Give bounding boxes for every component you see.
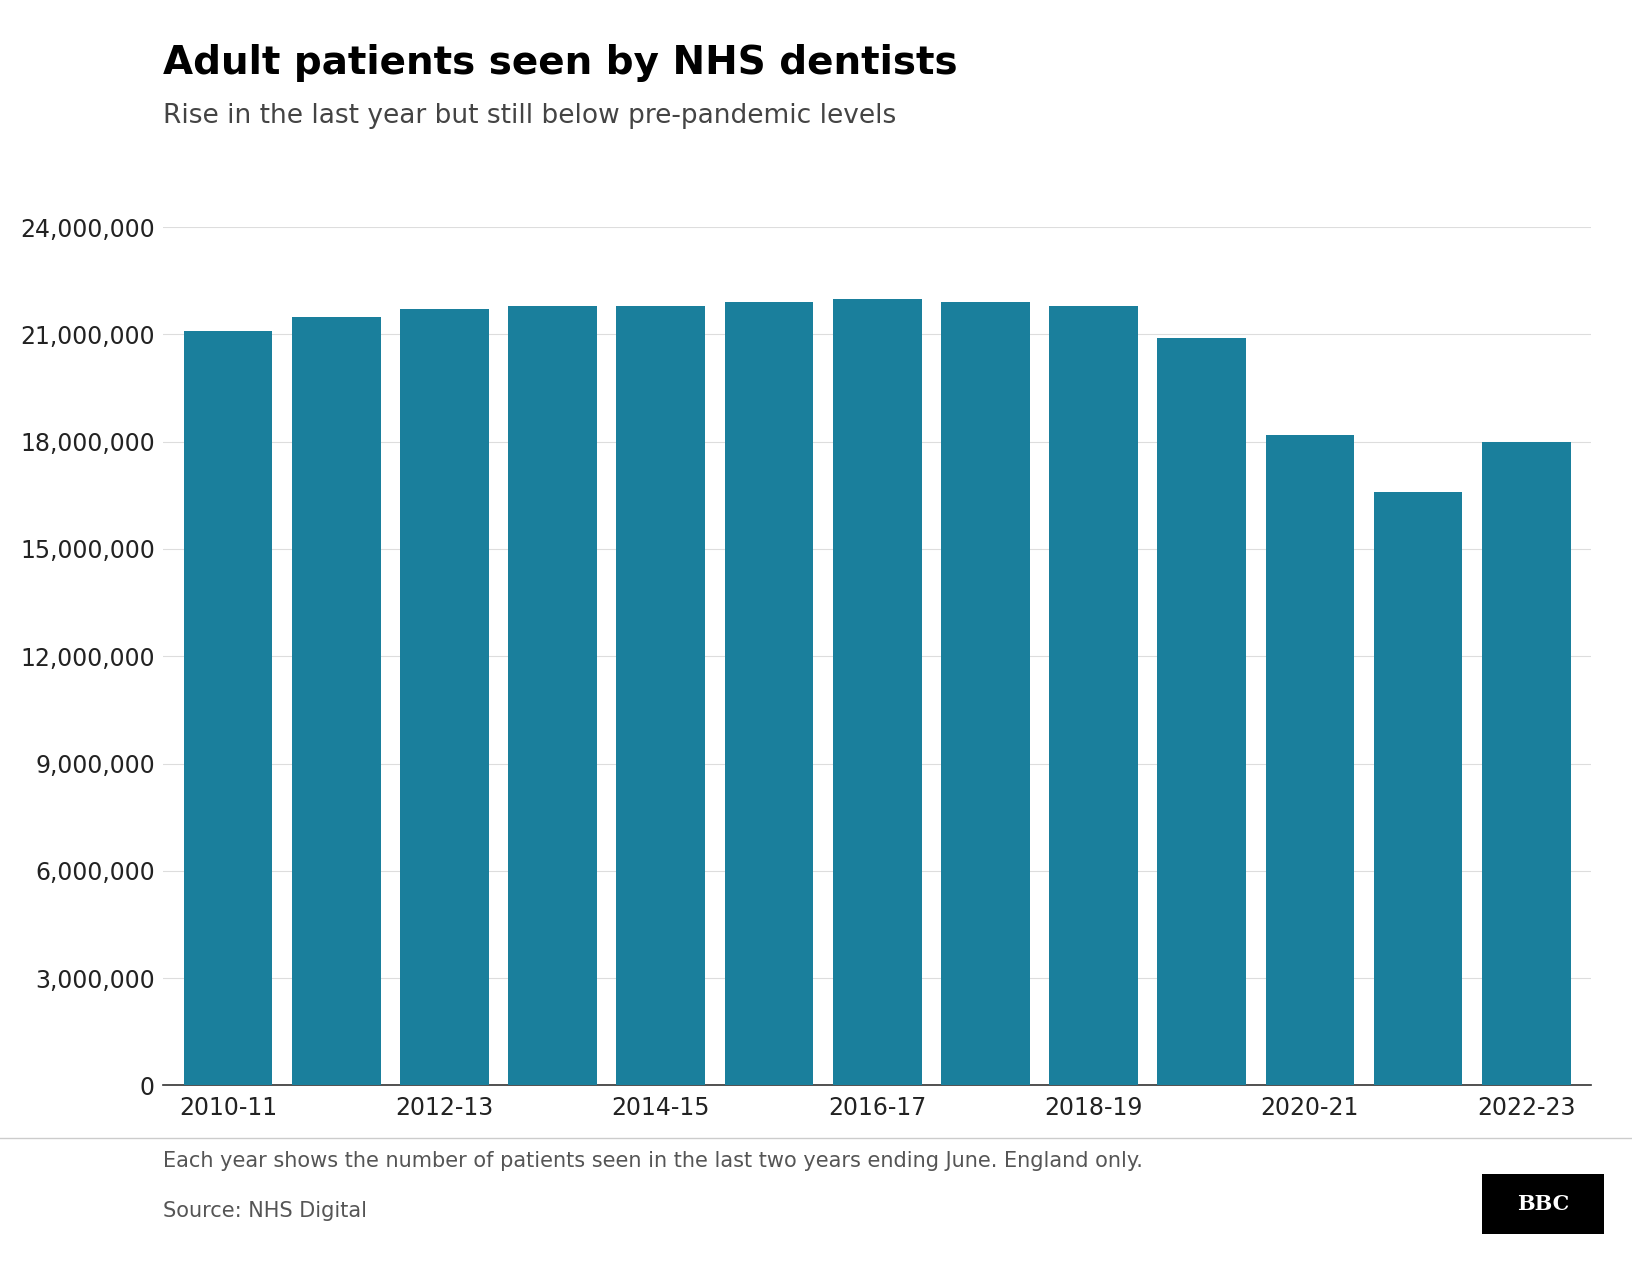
Bar [832, 299, 922, 1085]
Bar [942, 302, 1030, 1085]
Bar [184, 331, 273, 1085]
Text: BBC: BBC [1516, 1194, 1570, 1214]
Bar [725, 302, 813, 1085]
Bar [1482, 442, 1570, 1085]
Bar [1374, 492, 1462, 1085]
Bar [1049, 305, 1138, 1085]
Bar [617, 305, 705, 1085]
Text: Rise in the last year but still below pre-pandemic levels: Rise in the last year but still below pr… [163, 103, 896, 130]
Text: Adult patients seen by NHS dentists: Adult patients seen by NHS dentists [163, 44, 958, 82]
Bar [292, 317, 380, 1085]
Bar [508, 305, 597, 1085]
Bar [1157, 338, 1247, 1085]
Bar [1265, 434, 1355, 1085]
Text: Each year shows the number of patients seen in the last two years ending June. E: Each year shows the number of patients s… [163, 1151, 1142, 1171]
Text: Source: NHS Digital: Source: NHS Digital [163, 1201, 367, 1222]
Bar [400, 309, 490, 1085]
